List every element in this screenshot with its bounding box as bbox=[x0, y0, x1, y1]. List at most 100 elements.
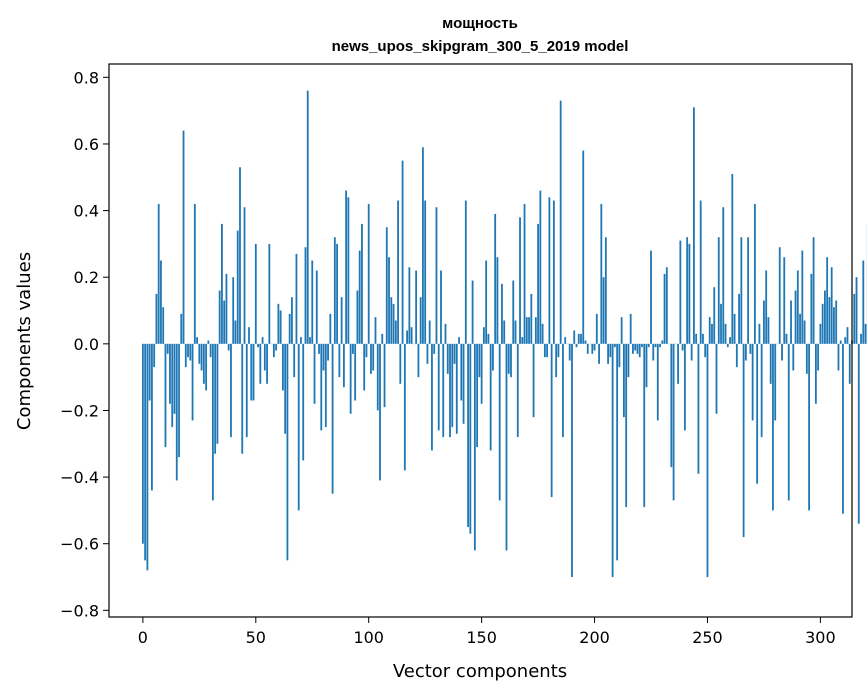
chart-title-line-1: мощность bbox=[442, 15, 518, 32]
bar-3 bbox=[148, 343, 151, 401]
bar-256 bbox=[720, 303, 722, 344]
bar-190 bbox=[571, 343, 573, 578]
bar-302 bbox=[824, 290, 826, 344]
x-tick-label: 0 bbox=[138, 628, 148, 647]
bar-100 bbox=[367, 203, 370, 344]
bar-210 bbox=[616, 343, 619, 561]
bar-80 bbox=[322, 343, 325, 371]
bar-72 bbox=[304, 247, 307, 344]
bar-174 bbox=[534, 317, 537, 344]
bar-74 bbox=[309, 337, 311, 344]
bar-204 bbox=[602, 277, 605, 344]
bar-287 bbox=[790, 300, 792, 344]
bar-207 bbox=[609, 343, 612, 358]
bar-294 bbox=[805, 343, 808, 374]
y-tick-label: −0.4 bbox=[60, 468, 99, 487]
bar-181 bbox=[550, 343, 553, 498]
bar-189 bbox=[568, 343, 571, 361]
bar-231 bbox=[663, 273, 666, 344]
bar-82 bbox=[327, 343, 329, 361]
bar-225 bbox=[650, 250, 652, 344]
bar-52 bbox=[259, 343, 262, 384]
bar-128 bbox=[431, 343, 433, 451]
bar-47 bbox=[248, 327, 250, 344]
bar-298 bbox=[814, 343, 817, 404]
bar-114 bbox=[399, 343, 402, 384]
bar-232 bbox=[665, 267, 668, 344]
bar-221 bbox=[641, 343, 643, 348]
bar-155 bbox=[492, 343, 494, 371]
bar-282 bbox=[778, 247, 781, 344]
bar-121 bbox=[415, 270, 418, 344]
bar-187 bbox=[564, 337, 567, 344]
bar-140 bbox=[458, 337, 460, 344]
bar-208 bbox=[611, 343, 614, 578]
bar-79 bbox=[320, 343, 323, 431]
bar-191 bbox=[573, 330, 576, 344]
bar-216 bbox=[629, 313, 632, 344]
bar-241 bbox=[686, 237, 689, 344]
bar-192 bbox=[575, 343, 578, 348]
bar-170 bbox=[525, 317, 528, 344]
bar-30 bbox=[209, 343, 212, 358]
bar-300 bbox=[819, 323, 822, 344]
bar-273 bbox=[758, 323, 761, 344]
bar-161 bbox=[505, 343, 508, 551]
bar-27 bbox=[202, 343, 205, 384]
bar-148 bbox=[476, 343, 479, 448]
bar-211 bbox=[618, 343, 621, 368]
bar-51 bbox=[257, 343, 259, 348]
bar-96 bbox=[358, 250, 361, 344]
bar-44 bbox=[241, 343, 244, 454]
bar-133 bbox=[442, 343, 445, 438]
bar-23 bbox=[193, 203, 196, 344]
bar-165 bbox=[514, 320, 517, 344]
bar-137 bbox=[451, 343, 454, 428]
bar-301 bbox=[821, 303, 824, 344]
bar-159 bbox=[501, 283, 503, 344]
bar-253 bbox=[713, 287, 716, 344]
bar-266 bbox=[742, 343, 745, 538]
bar-158 bbox=[498, 343, 501, 501]
bar-103 bbox=[374, 317, 377, 344]
bar-134 bbox=[444, 323, 447, 344]
bar-162 bbox=[507, 343, 510, 374]
bar-106 bbox=[381, 333, 384, 344]
bar-21 bbox=[189, 343, 192, 361]
bar-135 bbox=[446, 343, 449, 374]
bar-91 bbox=[347, 197, 350, 344]
bar-310 bbox=[842, 343, 844, 514]
bar-124 bbox=[422, 147, 424, 344]
bar-263 bbox=[735, 343, 738, 368]
bar-176 bbox=[539, 190, 542, 344]
bar-292 bbox=[801, 250, 804, 344]
bar-318 bbox=[860, 333, 862, 344]
bar-43 bbox=[239, 167, 241, 344]
bar-182 bbox=[552, 200, 555, 344]
bar-238 bbox=[679, 240, 682, 344]
y-tick-label: −0.2 bbox=[60, 401, 99, 420]
bar-1 bbox=[144, 343, 147, 561]
bar-115 bbox=[401, 160, 404, 344]
bar-141 bbox=[460, 343, 463, 401]
y-tick-label: −0.8 bbox=[60, 601, 99, 620]
bar-315 bbox=[853, 293, 856, 344]
bar-24 bbox=[196, 337, 198, 344]
bar-237 bbox=[677, 343, 680, 384]
bar-157 bbox=[496, 257, 499, 344]
bar-94 bbox=[354, 343, 357, 401]
bar-20 bbox=[187, 343, 189, 358]
bar-126 bbox=[426, 343, 429, 364]
bar-143 bbox=[464, 200, 467, 344]
bar-136 bbox=[449, 343, 451, 438]
bar-250 bbox=[706, 343, 709, 578]
bar-11 bbox=[166, 343, 169, 354]
bar-285 bbox=[785, 333, 788, 344]
bar-77 bbox=[315, 270, 318, 344]
chart-title-line-2: news_upos_skipgram_300_5_2019 model bbox=[332, 38, 629, 55]
bar-166 bbox=[516, 343, 519, 438]
bar-78 bbox=[318, 343, 320, 354]
bar-228 bbox=[656, 343, 659, 421]
bar-154 bbox=[489, 343, 492, 451]
bar-251 bbox=[708, 317, 711, 344]
